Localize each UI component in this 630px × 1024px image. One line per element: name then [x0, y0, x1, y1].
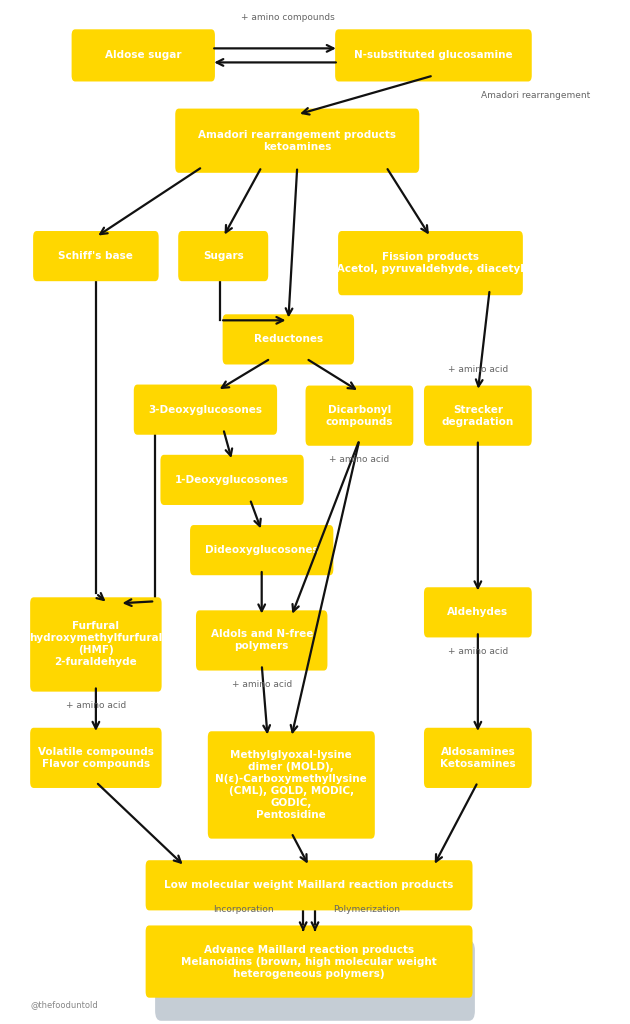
Text: Advance Maillard reaction products
Melanoidins (brown, high molecular weight
het: Advance Maillard reaction products Melan… — [181, 944, 437, 979]
Text: Dicarbonyl
compounds: Dicarbonyl compounds — [326, 404, 393, 427]
FancyBboxPatch shape — [161, 455, 304, 505]
Text: + amino acid: + amino acid — [329, 456, 389, 464]
Text: Dideoxyglucosones: Dideoxyglucosones — [205, 545, 319, 555]
Text: Aldosamines
Ketosamines: Aldosamines Ketosamines — [440, 746, 516, 769]
Text: Sugars: Sugars — [203, 251, 244, 261]
Text: Incorporation: Incorporation — [213, 905, 273, 914]
Text: + amino acid: + amino acid — [448, 647, 508, 656]
Text: Aldols and N-free
polymers: Aldols and N-free polymers — [210, 630, 313, 651]
FancyBboxPatch shape — [30, 597, 162, 691]
FancyBboxPatch shape — [196, 610, 328, 671]
Text: Polymerization: Polymerization — [333, 905, 400, 914]
Text: Volatile compounds
Flavor compounds: Volatile compounds Flavor compounds — [38, 746, 154, 769]
FancyBboxPatch shape — [30, 728, 162, 788]
FancyBboxPatch shape — [33, 231, 159, 282]
FancyBboxPatch shape — [424, 588, 532, 637]
Text: Aldehydes: Aldehydes — [447, 607, 508, 617]
Text: Low molecular weight Maillard reaction products: Low molecular weight Maillard reaction p… — [164, 881, 454, 890]
Text: 3-Deoxyglucosones: 3-Deoxyglucosones — [149, 404, 263, 415]
FancyBboxPatch shape — [306, 386, 413, 445]
FancyBboxPatch shape — [424, 386, 532, 445]
FancyBboxPatch shape — [190, 525, 333, 575]
Text: Reductones: Reductones — [254, 335, 323, 344]
Text: + amino compounds: + amino compounds — [241, 12, 335, 22]
Text: + amino acid: + amino acid — [66, 701, 126, 711]
Text: General reaction pattern of the formation of melanoidins
from aldose sugars and : General reaction pattern of the formatio… — [163, 971, 467, 991]
FancyBboxPatch shape — [222, 314, 354, 365]
Text: + amino acid: + amino acid — [232, 680, 292, 689]
FancyBboxPatch shape — [72, 30, 215, 82]
FancyBboxPatch shape — [175, 109, 419, 173]
FancyBboxPatch shape — [146, 926, 472, 997]
FancyBboxPatch shape — [134, 385, 277, 435]
Text: 1-Deoxyglucosones: 1-Deoxyglucosones — [175, 475, 289, 485]
Text: Schiff's base: Schiff's base — [59, 251, 134, 261]
Text: Aldose sugar: Aldose sugar — [105, 50, 181, 60]
FancyBboxPatch shape — [424, 728, 532, 788]
Text: Furfural
hydroxymethylfurfural
(HMF)
2-furaldehyde: Furfural hydroxymethylfurfural (HMF) 2-f… — [29, 622, 163, 668]
Text: Fission products
(Acetol, pyruvaldehyde, diacetyl): Fission products (Acetol, pyruvaldehyde,… — [332, 252, 529, 274]
FancyBboxPatch shape — [146, 860, 472, 910]
Text: @thefooduntold: @thefooduntold — [31, 999, 98, 1009]
FancyBboxPatch shape — [335, 30, 532, 82]
Text: N-substituted glucosamine: N-substituted glucosamine — [354, 50, 513, 60]
Text: Methylglyoxal-lysine
dimer (MOLD),
N(ε)-Carboxymethyllysine
(CML), GOLD, MODIC,
: Methylglyoxal-lysine dimer (MOLD), N(ε)-… — [215, 750, 367, 820]
Text: Strecker
degradation: Strecker degradation — [442, 404, 514, 427]
FancyBboxPatch shape — [178, 231, 268, 282]
FancyBboxPatch shape — [208, 731, 375, 839]
FancyBboxPatch shape — [338, 231, 523, 295]
Text: Amadori rearrangement products
ketoamines: Amadori rearrangement products ketoamine… — [198, 130, 396, 152]
Text: Amadori rearrangement: Amadori rearrangement — [481, 90, 590, 99]
FancyBboxPatch shape — [155, 940, 475, 1021]
Text: + amino acid: + amino acid — [448, 365, 508, 374]
